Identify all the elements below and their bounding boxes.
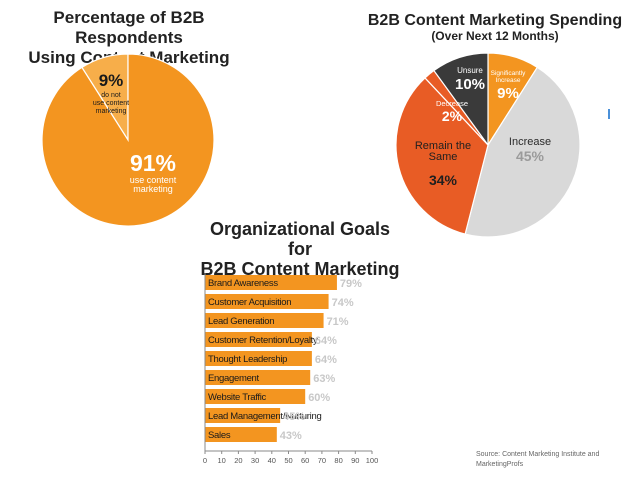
pie1-label-percent-do-not-use-content-marketing: 9% (99, 71, 124, 90)
bar-label-website-traffic: Website Traffic (208, 392, 267, 403)
bar-value-brand-awareness: 79% (340, 278, 362, 290)
pie1-label-percent-use-content-marketing: 91% (130, 150, 176, 176)
chart3-title-line1: Organizational Goals for (209, 219, 391, 259)
pie1-label-text-use-content-marketing: use content (130, 175, 177, 185)
bar-value-lead-management-nurturing: 45% (283, 411, 305, 423)
pie2-label-text-significantly-increase: Increase (496, 77, 521, 84)
bar-brand-awareness (205, 275, 337, 290)
source-note: Source: Content Marketing Institute and … (476, 451, 600, 468)
pie2-label-percent-unsure: 10% (455, 76, 485, 93)
bar-customer-retention-loyalty (205, 332, 312, 347)
pie2-label-text-increase: Increase (509, 136, 551, 148)
x-tick-label: 70 (318, 456, 326, 465)
bar-engagement (205, 370, 311, 385)
bar-customer-acquisition (205, 294, 329, 309)
edge-marker (608, 109, 610, 119)
pie1-slice-use-content-marketing (41, 53, 215, 227)
pie2-label-text-unsure: Unsure (457, 66, 483, 75)
chart2-title: B2B Content Marketing Spending (Over Nex… (352, 12, 638, 43)
chart1-title-line1: Percentage of B2B Respondents (53, 8, 205, 47)
bar-sales (205, 427, 277, 442)
bar-label-engagement: Engagement (208, 373, 260, 384)
x-tick-label: 80 (334, 456, 342, 465)
x-tick-label: 10 (218, 456, 226, 465)
bar-label-lead-generation: Lead Generation (208, 316, 274, 327)
pie2-label-percent-increase: 45% (516, 148, 545, 164)
bar-value-engagement: 63% (313, 373, 335, 385)
chart2-title-main: B2B Content Marketing Spending (367, 12, 623, 29)
pie1-label-text-do-not-use-content-marketing: use content (93, 100, 129, 107)
bar-lead-generation (205, 313, 324, 328)
pie2-slice-increase (464, 66, 581, 238)
pie1-label-text-do-not-use-content-marketing: marketing (96, 108, 127, 115)
bar-label-customer-retention-loyalty: Customer Retention/Loyalty (208, 335, 318, 346)
pie2-slice-remain-the-same (395, 77, 489, 235)
pie2-label-percent-significantly-increase: 9% (497, 85, 519, 102)
bar-value-thought-leadership: 64% (315, 354, 337, 366)
bar-value-sales: 43% (280, 430, 302, 442)
x-tick-label: 40 (268, 456, 276, 465)
pie2-label-text-remain-the-same: Remain the (415, 140, 471, 152)
pie2-label-text-decrease: Decrease (436, 99, 468, 108)
pie2-slice-unsure (433, 52, 489, 147)
bar-value-customer-retention-loyalty: 64% (315, 335, 337, 347)
x-tick-label: 60 (301, 456, 309, 465)
chart1-title: Percentage of B2B Respondents Using Cont… (0, 8, 258, 68)
x-tick-label: 30 (251, 456, 259, 465)
bar-label-thought-leadership: Thought Leadership (208, 354, 287, 365)
bar-label-sales: Sales (208, 430, 231, 441)
x-tick-label: 20 (234, 456, 242, 465)
bar-thought-leadership (205, 351, 312, 366)
bar-value-website-traffic: 60% (308, 392, 330, 404)
bar-label-brand-awareness: Brand Awareness (208, 278, 278, 289)
pie2-label-text-significantly-increase: Significantly (491, 70, 526, 77)
pie2-label-percent-decrease: 2% (442, 108, 463, 124)
chart3-title-line2: B2B Content Marketing (200, 259, 400, 279)
pie1-label-text-use-content-marketing: marketing (133, 184, 173, 194)
pie2-label-text-remain-the-same: Same (429, 151, 458, 163)
bar-label-customer-acquisition: Customer Acquisition (208, 297, 291, 308)
bar-value-lead-generation: 71% (327, 316, 349, 328)
pie2-label-percent-remain-the-same: 34% (429, 172, 458, 188)
bar-website-traffic (205, 389, 306, 404)
x-tick-label: 90 (351, 456, 359, 465)
bar-lead-management-nurturing (205, 408, 281, 423)
chart2-subtitle: (Over Next 12 Months) (431, 29, 559, 43)
chart3-title: Organizational Goals for B2B Content Mar… (200, 219, 400, 279)
bar-label-lead-management-nurturing: Lead Management/Nurturing (208, 411, 321, 422)
bar-value-customer-acquisition: 74% (332, 297, 354, 309)
x-tick-label: 100 (366, 456, 379, 465)
x-tick-label: 50 (284, 456, 292, 465)
pie1-label-text-do-not-use-content-marketing: do not (101, 92, 121, 99)
x-tick-label: 0 (203, 456, 207, 465)
